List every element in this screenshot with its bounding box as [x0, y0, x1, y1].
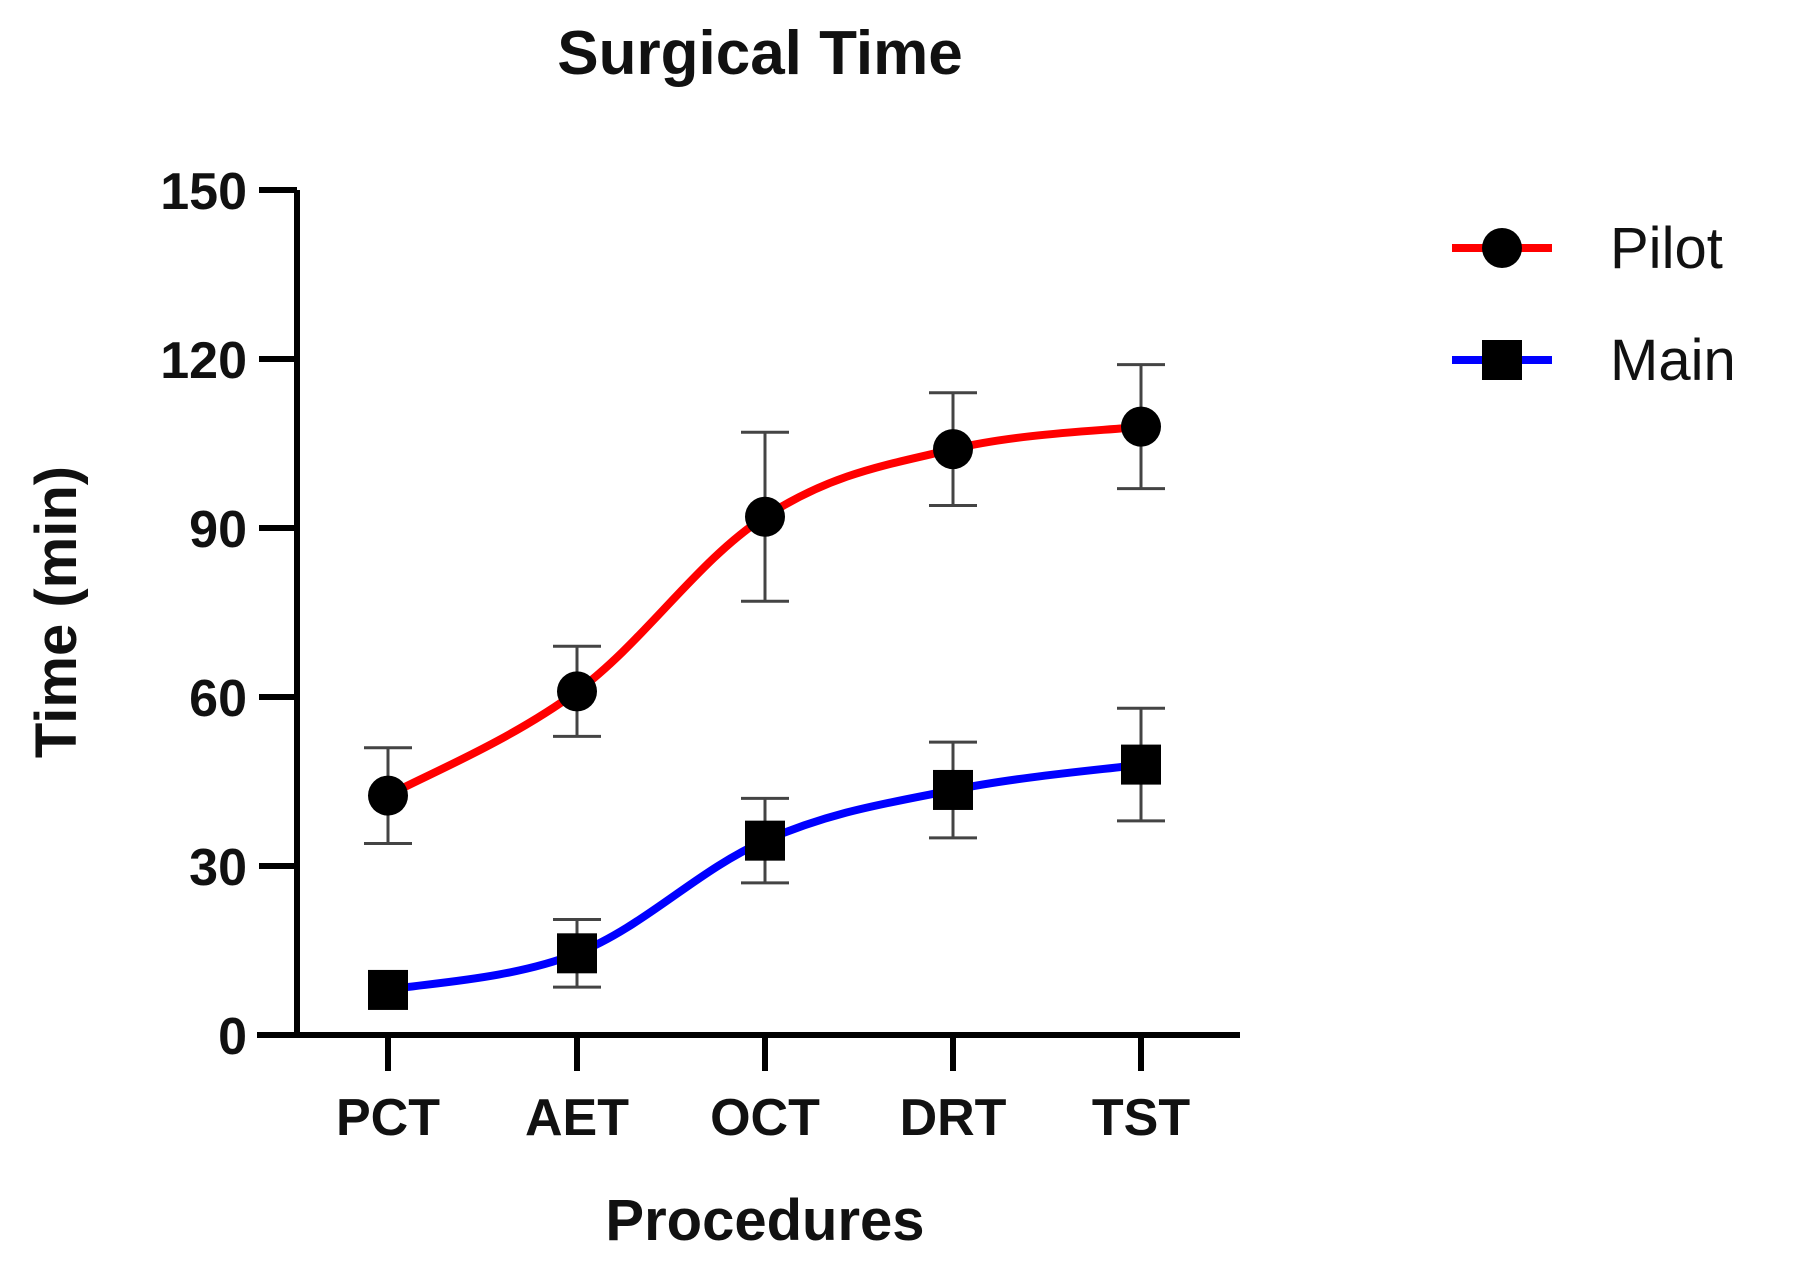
x-tick-label: AET — [525, 1089, 629, 1147]
legend-item-pilot: Pilot — [1452, 216, 1723, 281]
legend: Pilot Main — [1452, 216, 1736, 393]
plot-area — [364, 363, 1165, 1010]
y-tick-label: 30 — [189, 839, 247, 897]
y-tick-label: 150 — [160, 163, 247, 221]
legend-marker — [1482, 340, 1522, 380]
data-point — [933, 429, 973, 470]
data-point — [557, 671, 597, 712]
x-tick-label: DRT — [900, 1089, 1007, 1147]
y-tick-label: 60 — [189, 670, 247, 728]
series-main — [368, 706, 1165, 1010]
x-axis-label: Procedures — [605, 1188, 924, 1253]
y-tick-label: 120 — [160, 332, 247, 390]
axes: 0 30 60 90 120 150 PCT AET OCT DRT TST — [160, 163, 1240, 1147]
x-tick-label: OCT — [710, 1089, 820, 1147]
legend-label: Main — [1610, 328, 1736, 393]
data-point — [1121, 744, 1161, 785]
y-axis-label: Time (min) — [24, 466, 89, 758]
y-tick-label: 0 — [218, 1008, 247, 1066]
series-pilot — [364, 363, 1165, 845]
data-point — [745, 496, 785, 537]
data-point — [745, 820, 785, 861]
y-tick-label: 90 — [189, 501, 247, 559]
legend-label: Pilot — [1610, 216, 1723, 281]
legend-marker — [1482, 228, 1522, 268]
legend-item-main: Main — [1452, 328, 1736, 393]
data-point — [368, 969, 408, 1010]
x-tick-label: PCT — [336, 1089, 440, 1147]
data-point — [933, 769, 973, 810]
x-tick-label: TST — [1092, 1089, 1190, 1147]
data-point — [368, 775, 408, 816]
chart-title: Surgical Time — [557, 19, 962, 88]
data-point — [557, 933, 597, 974]
data-point — [1121, 406, 1161, 447]
